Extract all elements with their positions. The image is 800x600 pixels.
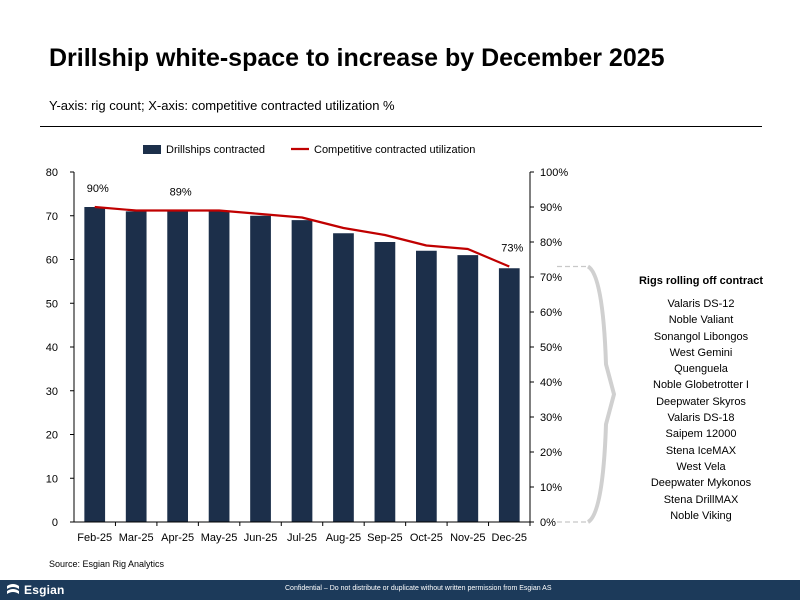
chart-legend: Drillships contracted Competitive contrac… xyxy=(143,144,475,156)
x-tick-label: Sep-25 xyxy=(367,532,402,544)
x-tick-label: Feb-25 xyxy=(77,532,112,544)
rig-list-item: Saipem 12000 xyxy=(665,428,737,441)
data-label: 89% xyxy=(170,187,192,199)
y-left-tick-label: 30 xyxy=(46,386,58,398)
rig-list-item: Valaris DS-12 xyxy=(667,298,735,310)
bar xyxy=(457,255,479,522)
legend-bar-swatch xyxy=(143,145,161,154)
x-tick-label: Oct-25 xyxy=(410,532,443,544)
esgian-logo: Esgian xyxy=(6,582,65,598)
esgian-mark-icon xyxy=(7,584,19,594)
data-labels: 90% 89% 73% xyxy=(87,183,524,255)
bar xyxy=(416,250,437,522)
y-right-tick-label: 10% xyxy=(540,482,562,494)
y-right-tick-label: 90% xyxy=(540,202,562,214)
page-subtitle: Y-axis: rig count; X-axis: competitive c… xyxy=(49,98,395,113)
rig-list-item: Deepwater Skyros xyxy=(656,395,746,408)
y-left-tick-label: 70 xyxy=(46,211,58,223)
y-left-tick-label: 60 xyxy=(46,255,58,267)
x-tick-label: Aug-25 xyxy=(326,532,361,544)
x-tick-label: Jun-25 xyxy=(244,532,278,544)
bar xyxy=(333,233,354,522)
x-tick-label: Nov-25 xyxy=(450,532,485,544)
rig-list-item: Noble Valiant xyxy=(668,314,734,327)
confidential-notice: Confidential – Do not distribute or dupl… xyxy=(285,585,552,592)
x-tick-label: Mar-25 xyxy=(119,532,154,544)
rig-list-item: Noble Globetrotter I xyxy=(653,379,749,392)
source-note: Source: Esgian Rig Analytics xyxy=(49,559,165,569)
footer-bar: Esgian Confidential – Do not distribute … xyxy=(0,580,800,600)
rig-list-item: Stena DrillMAX xyxy=(663,493,739,506)
bar xyxy=(291,220,313,522)
rig-list-item: Noble Viking xyxy=(670,509,732,522)
rig-list-item: West Vela xyxy=(676,460,726,473)
legend-line-label: Competitive contracted utilization xyxy=(314,144,475,156)
rig-list-item: Sonangol Libongos xyxy=(653,330,749,343)
utilization-line xyxy=(94,205,510,268)
bar xyxy=(250,215,271,522)
rig-list-item: Stena IceMAX xyxy=(665,444,737,457)
data-label: 90% xyxy=(87,183,109,195)
bar xyxy=(167,211,188,522)
logo-text: Esgian xyxy=(24,583,65,597)
rig-list-item: Deepwater Mykonos xyxy=(650,477,752,490)
rig-list: Valaris DS-12 Noble Valiant Sonangol Libon… xyxy=(620,296,782,524)
x-tick-label: Apr-25 xyxy=(161,532,194,544)
title-divider xyxy=(40,126,762,127)
bar xyxy=(125,211,147,522)
bracket-shape xyxy=(586,264,616,524)
roll-off-bracket xyxy=(557,264,616,524)
y-right-tick-label: 30% xyxy=(540,412,562,424)
x-tick-label: May-25 xyxy=(201,532,238,544)
y-left-tick-label: 10 xyxy=(46,473,58,485)
y-right-tick-label: 60% xyxy=(540,307,562,319)
x-tick-label: Dec-25 xyxy=(492,532,527,544)
y-left-tick-label: 50 xyxy=(46,298,58,310)
rig-list-item: West Gemini xyxy=(669,346,733,359)
legend-bar-label: Drillships contracted xyxy=(166,144,265,156)
y-right-tick-label: 50% xyxy=(540,342,562,354)
line-series xyxy=(94,205,510,268)
y-right-tick-label: 100% xyxy=(540,167,568,179)
y-left-tick-label: 0 xyxy=(52,517,58,529)
bar xyxy=(374,242,396,522)
rig-panel-title: Rigs rolling off contract xyxy=(638,275,764,287)
y-right-tick-label: 40% xyxy=(540,377,562,389)
bar xyxy=(208,211,230,522)
y-right-tick-label: 20% xyxy=(540,447,562,459)
y-left-tick-label: 80 xyxy=(46,167,58,179)
y-left-tick-label: 20 xyxy=(46,430,58,442)
y-right-tick-label: 80% xyxy=(540,237,562,249)
bar-series xyxy=(84,207,520,522)
y-right-tick-label: 0% xyxy=(540,517,556,529)
y-right-tick-label: 70% xyxy=(540,272,562,284)
page-title: Drillship white-space to increase by Dec… xyxy=(49,44,665,72)
bar xyxy=(498,268,520,522)
y-left-tick-label: 40 xyxy=(46,342,58,354)
chart-axes: 0 10 20 30 40 50 60 70 80 0% 10% 20% 30% 40% 50% 60% 70%… xyxy=(46,167,569,544)
bar xyxy=(84,207,106,522)
rig-list-item: Valaris DS-18 xyxy=(667,412,735,425)
x-tick-label: Jul-25 xyxy=(287,532,317,544)
rig-list-item: Quenguela xyxy=(674,363,728,376)
data-label: 73% xyxy=(501,243,523,255)
